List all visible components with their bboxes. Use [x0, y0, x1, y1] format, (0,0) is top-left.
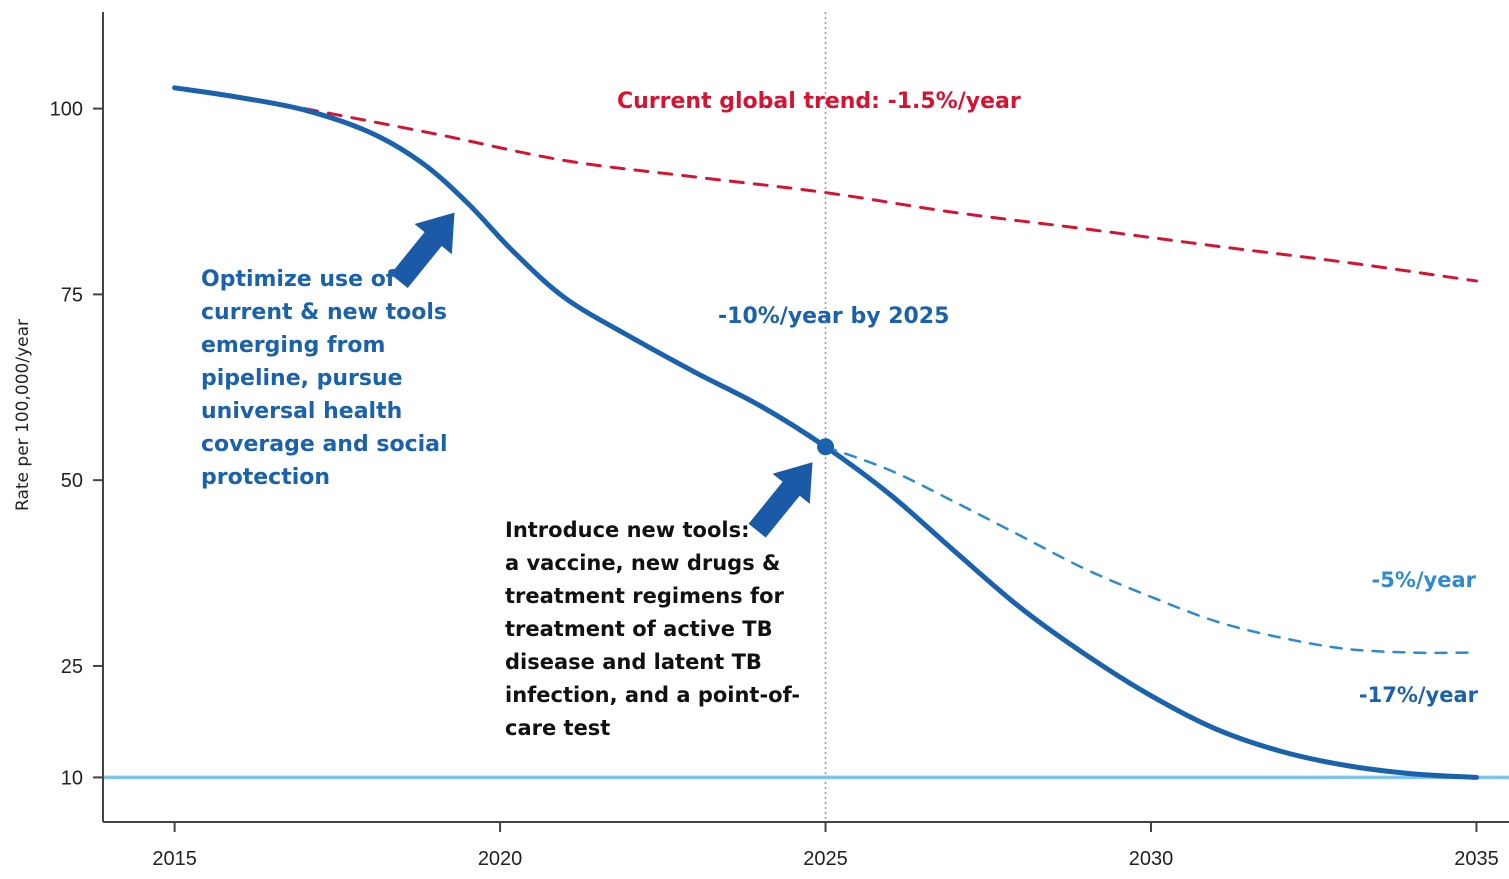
y-ticks: 10 25 50 75 100 — [50, 99, 103, 789]
arrow-icon — [390, 212, 455, 288]
annotation-line: coverage and social — [201, 432, 448, 457]
y-tick-label: 10 — [61, 767, 83, 789]
optimize-annotation: Optimize use of current & new tools emergi… — [201, 267, 448, 490]
annotation-line: universal health — [201, 399, 402, 424]
annotation-line: emerging from — [201, 333, 385, 358]
trend-annotation: Current global trend: -1.5%/year — [617, 89, 1021, 114]
seventeen-percent-annotation: -17%/year — [1359, 683, 1479, 707]
annotation-line: disease and latent TB — [505, 650, 762, 674]
y-tick-label: 75 — [61, 284, 83, 306]
y-tick-label: 25 — [61, 656, 83, 678]
x-tick-label: 2025 — [803, 848, 848, 870]
annotation-line: Optimize use of — [201, 267, 396, 292]
reference-lines — [103, 12, 1509, 822]
annotation-line: Introduce new tools: — [505, 518, 749, 542]
ten-percent-annotation: -10%/year by 2025 — [718, 304, 949, 329]
x-tick-label: 2015 — [152, 848, 197, 870]
x-tick-label: 2030 — [1129, 848, 1174, 870]
annotation-line: a vaccine, new drugs & — [505, 551, 780, 575]
introduce-tools-annotation: Introduce new tools: a vaccine, new drugs… — [505, 518, 800, 740]
axes — [102, 12, 1509, 823]
series — [172, 85, 1479, 780]
annotation-line: treatment of active TB — [505, 617, 773, 641]
annotation-line: pipeline, pursue — [201, 366, 403, 391]
five-percent-annotation: -5%/year — [1372, 568, 1477, 592]
series-line-main — [172, 85, 1479, 780]
x-ticks: 2015 2020 2025 2030 2035 — [152, 822, 1499, 870]
y-tick-label: 50 — [61, 470, 83, 492]
y-axis-label: Rate per 100,000/year — [13, 319, 33, 511]
markers — [817, 438, 835, 456]
x-tick-label: 2020 — [478, 848, 523, 870]
arrows — [390, 212, 813, 538]
y-tick-label: 100 — [50, 99, 83, 121]
annotation-line: infection, and a point-of- — [505, 683, 800, 707]
data-point-marker — [817, 438, 835, 456]
series-line-no_new_tools — [824, 445, 1478, 655]
arrow-icon — [748, 462, 813, 538]
annotation-line: care test — [505, 716, 610, 740]
annotation-line: treatment regimens for — [505, 584, 785, 608]
annotation-line: current & new tools — [201, 300, 447, 325]
x-tick-label: 2035 — [1454, 848, 1499, 870]
series-line-trend — [303, 107, 1478, 283]
annotation-line: protection — [201, 465, 330, 490]
